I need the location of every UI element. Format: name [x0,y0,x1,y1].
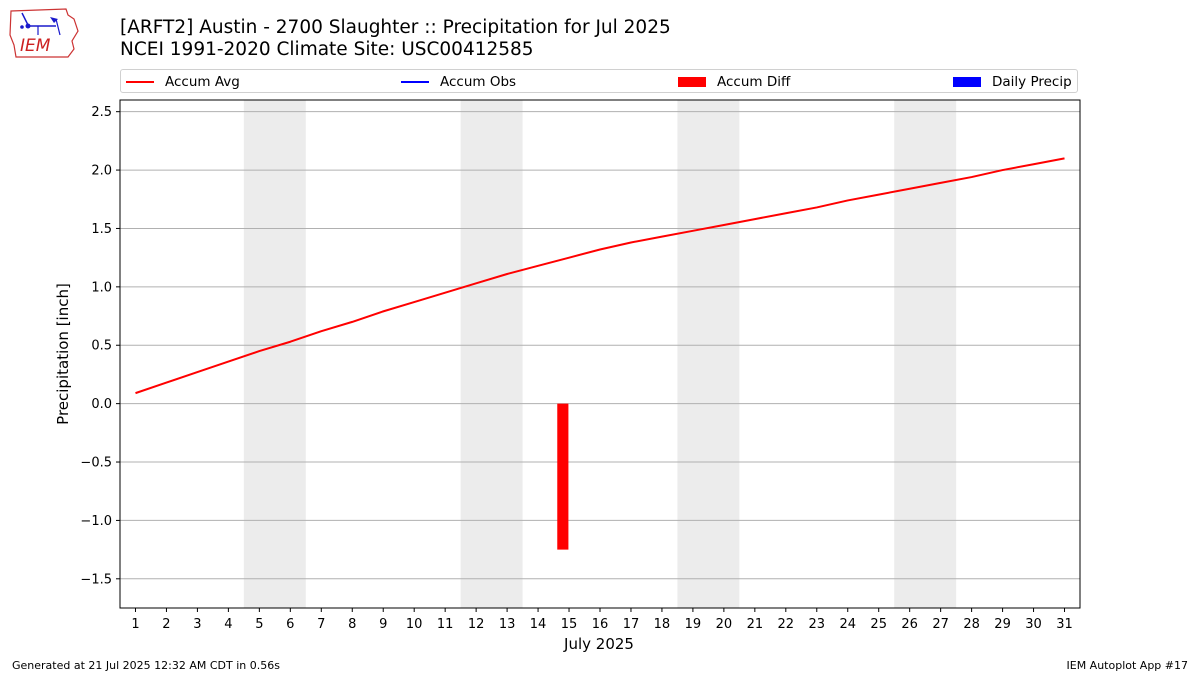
x-axis-label: July 2025 [563,635,634,653]
x-tick-label: 21 [747,617,764,632]
legend-swatch [953,77,981,87]
x-tick-label: 1 [131,617,139,632]
legend-item-daily-precip: Daily Precip [953,73,1072,91]
x-tick-label: 20 [716,617,733,632]
x-tick-label: 15 [561,617,578,632]
y-axis-label: Precipitation [inch] [54,283,72,425]
legend-label: Accum Diff [717,74,791,90]
accum-avg-line [135,157,1065,395]
x-tick-label: 24 [839,617,856,632]
x-tick-label: 13 [499,617,516,632]
legend-label: Daily Precip [992,74,1072,90]
x-tick-label: 26 [901,617,918,632]
x-tick-label: 4 [224,617,232,632]
x-axis-ticks: 1 2 3 4 5 6 7 8 9 10 11 12 13 14 15 16 17 18 19 20 21 22 23 24 2… [131,608,1073,632]
legend-label: Accum Obs [440,74,517,90]
y-tick-label: 2.5 [91,105,112,120]
y-tick-label: 2.0 [91,164,112,179]
title-line-2: NCEI 1991-2020 Climate Site: USC00412585 [120,39,534,60]
title-line-1: [ARFT2] Austin - 2700 Slaughter :: Preci… [120,17,671,38]
y-tick-label: 1.0 [91,280,112,295]
x-tick-label: 3 [193,617,201,632]
x-tick-label: 30 [1025,617,1042,632]
x-tick-label: 23 [809,617,826,632]
x-tick-label: 17 [623,617,640,632]
accum-diff-bar [557,403,569,550]
x-tick-label: 22 [778,617,795,632]
accum-diff-bars [557,403,569,550]
logo-text: IEM [20,36,51,56]
legend-swatch [401,81,429,83]
weekend-band [460,100,523,608]
legend-swatch [126,81,154,83]
x-tick-label: 10 [406,617,423,632]
x-tick-label: 28 [963,617,980,632]
x-tick-label: 2 [162,617,170,632]
x-tick-label: 29 [994,617,1011,632]
y-tick-label: −1.0 [80,514,112,529]
legend-swatch [678,77,706,87]
y-tick-label: 0.5 [91,339,112,354]
series-lines [135,157,1065,395]
y-axis-ticks: −1.5 −1.0 −0.5 0.0 0.5 1.0 1.5 2.0 2.5 [80,105,120,587]
x-tick-label: 6 [286,617,294,632]
weekend-band [894,100,957,608]
legend-item-accum-obs: Accum Obs [401,73,516,91]
x-tick-label: 5 [255,617,263,632]
legend-item-accum-avg: Accum Avg [126,73,240,91]
x-tick-label: 12 [468,617,485,632]
x-tick-label: 31 [1056,617,1073,632]
footer-generated: Generated at 21 Jul 2025 12:32 AM CDT in… [12,659,280,672]
y-tick-label: −0.5 [80,456,112,471]
y-tick-label: 1.5 [91,222,112,237]
x-tick-label: 19 [685,617,702,632]
legend-item-accum-diff: Accum Diff [678,73,790,91]
weekend-band [677,100,740,608]
weekend-band [243,100,306,608]
x-tick-label: 11 [437,617,454,632]
y-tick-label: 0.0 [91,397,112,412]
x-tick-label: 9 [379,617,387,632]
x-tick-label: 8 [348,617,356,632]
legend-label: Accum Avg [165,74,240,90]
footer-app: IEM Autoplot App #17 [1066,659,1189,672]
weekend-bands [243,100,957,608]
x-tick-label: 25 [870,617,887,632]
legend: Accum Avg Accum Obs Accum Diff Daily Pre… [120,69,1078,93]
y-gridlines [120,111,1080,580]
iem-logo: IEM [8,5,80,59]
x-tick-label: 18 [654,617,671,632]
x-tick-label: 14 [530,617,547,632]
chart-title: [ARFT2] Austin - 2700 Slaughter :: Preci… [120,17,671,61]
y-tick-label: −1.5 [80,572,112,587]
x-tick-label: 7 [317,617,325,632]
x-tick-label: 16 [592,617,609,632]
x-tick-label: 27 [932,617,949,632]
